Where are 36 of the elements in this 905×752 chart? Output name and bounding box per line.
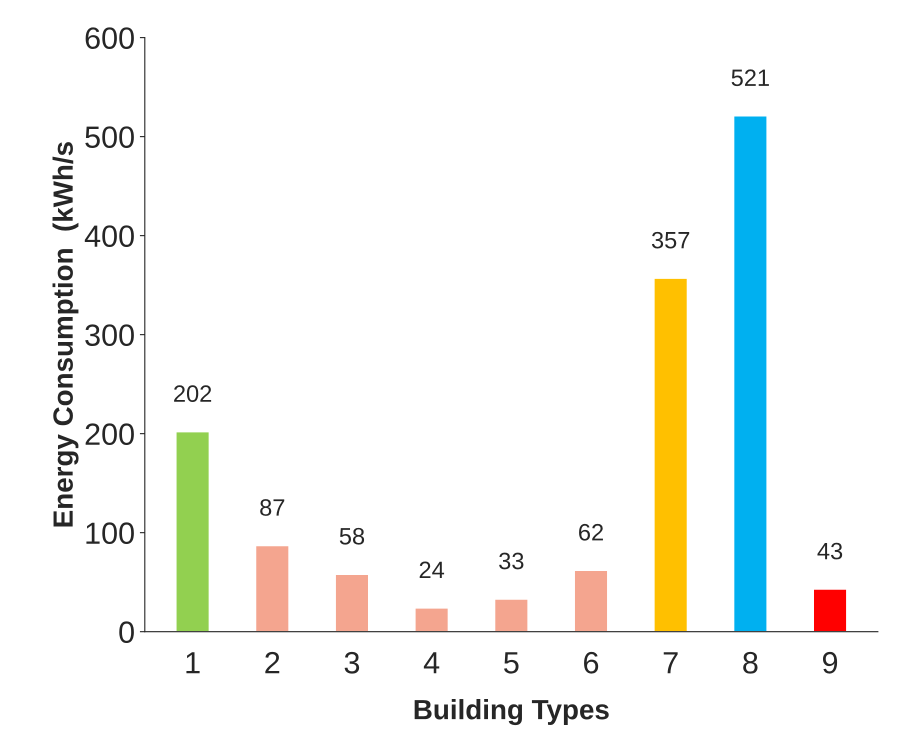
bar (732, 115, 768, 632)
y-tick-label: 600 (86, 27, 134, 49)
x-tick-label: 5 (504, 652, 519, 674)
y-tick-label: 100 (86, 522, 134, 544)
bar (334, 574, 370, 632)
bar (175, 430, 210, 632)
data-label: 58 (340, 528, 364, 545)
bar (494, 598, 529, 632)
data-label: 521 (732, 69, 769, 86)
x-tick-label: 1 (186, 652, 200, 674)
x-tick-label: 4 (424, 652, 440, 674)
data-label: 24 (420, 562, 444, 578)
x-tick-label: 3 (344, 652, 360, 674)
x-tick-label: 2 (265, 652, 280, 674)
bar (254, 544, 290, 632)
bar (574, 570, 608, 632)
bar (414, 607, 450, 632)
y-axis-title: Energy Consumption (kWh/s (52, 142, 79, 526)
data-label: 87 (260, 499, 284, 516)
data-label: 33 (499, 552, 524, 570)
data-label: 357 (652, 232, 690, 249)
x-tick-label: 6 (584, 652, 598, 674)
x-tick-label: 8 (743, 652, 758, 674)
y-tick-label: 400 (84, 225, 134, 247)
bar (653, 278, 688, 632)
y-tick-label: 300 (85, 324, 134, 346)
data-label: 43 (817, 542, 842, 560)
x-axis-title: Building Types (414, 699, 609, 726)
x-tick-label: 7 (664, 652, 678, 674)
bar (812, 588, 848, 632)
y-tick-label: 200 (86, 423, 134, 446)
y-tick-label: 0 (119, 621, 134, 644)
x-tick-label: 9 (822, 652, 838, 674)
data-label: 62 (579, 524, 603, 541)
y-tick-label: 500 (85, 126, 134, 148)
data-label: 202 (174, 385, 212, 402)
